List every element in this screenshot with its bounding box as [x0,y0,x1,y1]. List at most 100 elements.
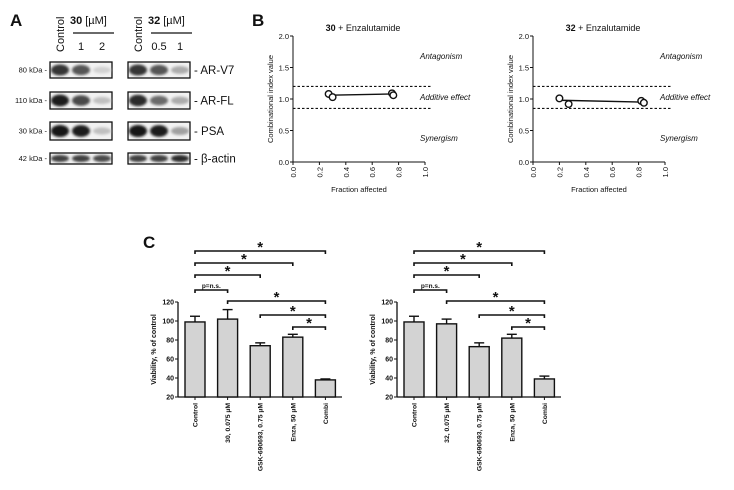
category-label: Control [412,403,419,427]
x-tick-label: 0.2 [555,167,564,177]
x-tick-label: 0.0 [529,167,538,177]
y-tick-label: 40 [385,376,393,383]
data-point [639,98,648,107]
chart-title: 30 + Enzalutamide [326,23,401,33]
significance-label: * [274,289,280,306]
significance-label: * [525,315,531,332]
significance-label: * [509,303,515,320]
protein-band [171,66,189,74]
y-tick-label: 0.0 [519,158,529,167]
panel-label-b: B [252,11,264,30]
region-annotation: Synergism [660,134,698,143]
data-point [328,93,337,102]
bar [533,378,556,398]
y-tick-label: 60 [166,357,174,364]
molecular-weight-label: 30 kDa - [19,127,48,136]
x-tick-label: 0.6 [608,167,617,177]
region-annotation: Additive effect [659,93,711,102]
category-label: Enza, 50 µM [290,403,297,442]
x-tick-label: 0.4 [582,167,591,177]
significance-label: * [460,251,466,268]
y-tick-label: 1.0 [279,95,289,104]
molecular-weight-label: 80 kDa - [19,66,48,75]
protein-band [150,125,168,137]
bar [403,321,425,398]
x-tick-label: 0.8 [395,167,404,177]
bar [435,323,458,398]
y-tick-label: 120 [162,300,174,307]
protein-band [129,64,147,76]
protein-band [93,96,111,105]
lane-label-dose: 1 [78,41,84,53]
significance-label: * [241,251,247,268]
protein-band [51,64,69,76]
bar [249,345,271,398]
significance-bracket [478,314,546,318]
data-point [555,94,564,103]
chart-title: 32 + Enzalutamide [566,23,641,33]
significance-bracket [194,274,261,278]
significance-label: * [306,315,312,332]
category-label: Enza, 50 µM [509,403,516,442]
compound-label: 32 [148,15,160,27]
significance-bracket [194,262,294,266]
significance-bracket [413,250,546,254]
y-axis-label: Viability, % of control [370,314,377,385]
x-tick-label: 1.0 [421,167,430,177]
data-point [389,91,398,100]
x-axis-label: Fraction affected [331,185,387,194]
protein-band [51,155,69,162]
y-tick-label: 2.0 [519,32,529,41]
viability-bar-chart-30: 20 40 60 80 100 120 Viability, % of control Con… [151,239,342,471]
protein-band [171,96,189,105]
y-tick-label: 100 [381,319,393,326]
category-label: GSK-690693, 0.75 µM [477,403,484,471]
y-tick-label: 20 [166,395,174,402]
y-tick-label: 100 [162,319,174,326]
title-rest: + Enzalutamide [576,23,641,33]
protein-band [171,126,189,136]
y-tick-label: 0.0 [279,158,289,167]
molecular-weight-label: 42 kDa - [19,154,48,163]
significance-label: * [290,303,296,320]
unit-label: [µM] [85,15,107,27]
title-compound: 30 [326,23,336,33]
lane-label-dose: 1 [177,41,183,53]
y-tick-label: 80 [166,338,174,345]
protein-band [129,94,147,107]
panel-label-c: C [143,233,155,252]
bar [282,336,304,398]
x-tick-label: 0.4 [342,167,351,177]
significance-bracket [194,250,327,254]
lane-label-control: Control [133,17,145,52]
lane-label-dose: 2 [99,41,105,53]
y-tick-label: 0.5 [519,127,529,136]
protein-band [93,155,111,162]
bar [468,345,490,398]
category-label: 32, 0.075 µM [444,403,451,443]
y-tick-label: 20 [385,395,393,402]
category-label: Control [193,403,200,427]
significance-label: p=n.s. [202,283,221,290]
significance-bracket [511,326,546,330]
protein-band [150,95,168,106]
group-header: 30 [µM] [70,15,107,27]
region-annotation: Synergism [420,134,458,143]
significance-bracket [259,314,327,318]
bar [501,337,523,398]
significance-bracket [413,289,448,293]
x-tick-label: 0.8 [635,167,644,177]
protein-band [150,64,168,76]
bar [314,379,337,398]
y-tick-label: 80 [385,338,393,345]
protein-band [129,125,147,137]
protein-band [93,66,111,74]
title-rest: + Enzalutamide [336,23,401,33]
y-axis-label: Combinational index value [506,55,515,143]
category-label: GSK-690693, 0.75 µM [258,403,265,471]
protein-band [171,155,189,162]
significance-bracket [194,289,229,293]
fit-line [559,99,644,103]
region-annotation: Additive effect [419,93,471,102]
y-tick-label: 40 [166,376,174,383]
